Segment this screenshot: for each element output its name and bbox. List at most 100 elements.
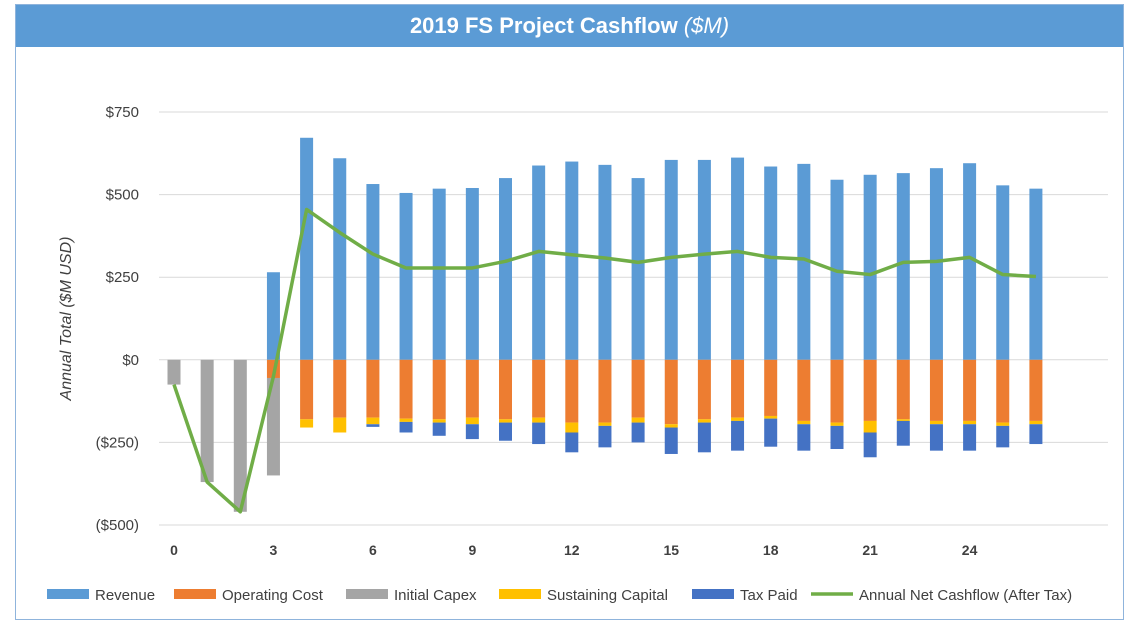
bar-revenue <box>929 168 943 360</box>
legend-label: Initial Capex <box>394 587 477 604</box>
bar-tax-paid <box>532 422 546 445</box>
bar-operating-cost <box>565 359 579 423</box>
bar-sustaining-capital <box>565 422 579 433</box>
chart-title-unit: ($M) <box>683 13 730 38</box>
bar-operating-cost <box>1029 359 1043 421</box>
legend-label: Annual Net Cashflow (After Tax) <box>859 587 1072 604</box>
bar-sustaining-capital <box>963 420 977 425</box>
legend-label: Tax Paid <box>740 587 798 604</box>
x-tick-label: 21 <box>862 542 878 558</box>
bar-operating-cost <box>664 359 678 425</box>
y-tick-label: $250 <box>106 269 139 286</box>
bar-operating-cost <box>764 359 778 416</box>
bar-tax-paid <box>366 424 380 427</box>
bar-initial-capex <box>233 359 247 512</box>
bar-revenue <box>499 178 512 360</box>
bar-tax-paid <box>963 424 977 451</box>
legend-label: Revenue <box>95 587 155 604</box>
bar-tax-paid <box>830 425 844 450</box>
bar-sustaining-capital <box>399 418 413 422</box>
bar-operating-cost <box>929 359 943 421</box>
x-tick-label: 12 <box>564 542 580 558</box>
bar-tax-paid <box>432 422 446 436</box>
y-tick-label: $500 <box>106 187 139 204</box>
chart-title: 2019 FS Project Cashflow ($M) <box>16 5 1123 47</box>
x-tick-label: 9 <box>468 542 476 558</box>
legend-label: Operating Cost <box>222 587 324 604</box>
bar-revenue <box>797 163 811 360</box>
bar-revenue <box>863 174 877 360</box>
bar-sustaining-capital <box>764 415 778 419</box>
bar-tax-paid <box>465 424 479 440</box>
bar-operating-cost <box>465 359 479 418</box>
bar-tax-paid <box>797 424 811 451</box>
bar-operating-cost <box>830 359 844 423</box>
bar-revenue <box>1029 188 1043 360</box>
bar-tax-paid <box>697 422 711 453</box>
bar-operating-cost <box>697 359 711 420</box>
x-tick-label: 6 <box>369 542 377 558</box>
bar-operating-cost <box>399 359 413 419</box>
bar-sustaining-capital <box>697 419 711 423</box>
bar-operating-cost <box>863 359 877 421</box>
bar-revenue <box>399 192 413 360</box>
bar-operating-cost <box>896 359 910 420</box>
y-tick-label: $0 <box>122 352 139 369</box>
bar-tax-paid <box>896 420 910 446</box>
bar-revenue <box>333 158 347 360</box>
x-tick-label: 18 <box>763 542 779 558</box>
bar-revenue <box>631 178 645 360</box>
bar-sustaining-capital <box>731 417 745 421</box>
bar-tax-paid <box>731 420 745 451</box>
bar-tax-paid <box>565 432 579 453</box>
bar-revenue <box>266 272 280 360</box>
bar-initial-capex <box>266 377 280 476</box>
bar-revenue <box>532 165 546 360</box>
chart-title-text: 2019 FS Project Cashflow <box>409 13 678 38</box>
bar-revenue <box>598 164 612 360</box>
legend-swatch <box>346 589 388 599</box>
bar-operating-cost <box>996 359 1010 423</box>
bar-sustaining-capital <box>499 419 512 423</box>
bar-operating-cost <box>963 359 977 421</box>
bar-tax-paid <box>399 421 413 433</box>
bar-sustaining-capital <box>664 424 678 428</box>
y-tick-label: ($250) <box>96 434 139 451</box>
bar-operating-cost <box>731 359 745 418</box>
bar-sustaining-capital <box>300 419 314 428</box>
bar-tax-paid <box>1029 424 1043 445</box>
bar-revenue <box>366 184 380 360</box>
bar-tax-paid <box>631 422 645 443</box>
bar-revenue <box>300 137 314 360</box>
bar-revenue <box>465 187 479 360</box>
bar-revenue <box>565 161 579 360</box>
bar-sustaining-capital <box>366 417 380 425</box>
bar-operating-cost <box>797 359 811 421</box>
bar-revenue <box>731 157 745 360</box>
x-tick-label: 3 <box>270 542 278 558</box>
bar-operating-cost <box>432 359 446 420</box>
y-tick-label: ($500) <box>96 517 139 534</box>
cashflow-chart: ($500) ($250) $0 $250 $500 $750 Annual Total (… <box>47 104 1108 604</box>
bar-initial-capex <box>200 359 214 483</box>
bar-operating-cost <box>499 359 512 420</box>
bar-initial-capex <box>167 359 181 385</box>
bar-revenue <box>764 166 778 360</box>
bar-tax-paid <box>929 424 943 451</box>
bar-operating-cost <box>366 359 380 418</box>
bar-operating-cost <box>598 359 612 423</box>
bar-revenue <box>697 159 711 360</box>
y-tick-label: $750 <box>106 104 139 121</box>
bar-sustaining-capital <box>863 420 877 433</box>
bar-revenue <box>963 163 977 360</box>
bar-sustaining-capital <box>465 417 479 425</box>
bar-sustaining-capital <box>532 417 546 423</box>
bar-revenue <box>996 185 1010 360</box>
x-tick-label: 0 <box>170 542 178 558</box>
bar-sustaining-capital <box>929 420 943 425</box>
bar-revenue <box>896 173 910 360</box>
net-cashflow-line <box>172 207 1037 514</box>
bar-operating-cost <box>300 359 314 420</box>
bar-tax-paid <box>764 418 778 447</box>
bar-operating-cost <box>333 359 347 418</box>
